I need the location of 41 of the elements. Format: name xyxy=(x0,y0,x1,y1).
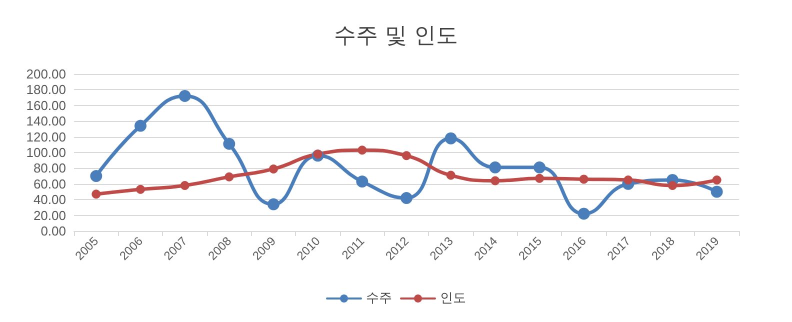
point xyxy=(446,170,456,180)
point xyxy=(356,176,368,188)
y-tick-label: 0.00 xyxy=(40,224,66,238)
y-tick-label: 60.00 xyxy=(33,176,66,192)
y-tick-label: 160.00 xyxy=(26,98,66,113)
point xyxy=(136,184,145,194)
point xyxy=(90,170,102,182)
point xyxy=(223,138,236,150)
point xyxy=(712,175,722,184)
point xyxy=(534,161,546,174)
chart-title: 수주 및 인도 xyxy=(334,24,458,48)
point xyxy=(358,146,367,155)
point xyxy=(490,176,500,186)
point xyxy=(710,186,723,198)
point xyxy=(180,180,190,190)
y-tick-label: 180.00 xyxy=(26,82,66,98)
point xyxy=(668,180,677,190)
y-tick-label: 100.00 xyxy=(26,145,66,160)
y-tick-label: 40.00 xyxy=(33,192,66,208)
y-tick-label: 140.00 xyxy=(26,114,66,129)
y-tick-label: 80.00 xyxy=(33,160,66,176)
point xyxy=(402,151,411,160)
point xyxy=(134,120,146,132)
y-tick-label: 120.00 xyxy=(26,129,66,144)
point xyxy=(535,174,544,183)
point xyxy=(489,161,502,174)
point xyxy=(444,132,457,144)
y-tick-label: 20.00 xyxy=(33,208,66,223)
legend-label: 인도 xyxy=(440,291,466,306)
point xyxy=(578,208,590,220)
legend-label: 수주 xyxy=(366,291,392,306)
point xyxy=(224,172,234,182)
point xyxy=(313,150,322,159)
point xyxy=(92,190,101,199)
point xyxy=(268,198,280,210)
point xyxy=(624,175,633,184)
point xyxy=(269,164,278,174)
y-tick-label: 200.00 xyxy=(26,66,66,82)
point xyxy=(400,192,412,204)
point xyxy=(579,174,588,184)
point xyxy=(178,90,191,102)
